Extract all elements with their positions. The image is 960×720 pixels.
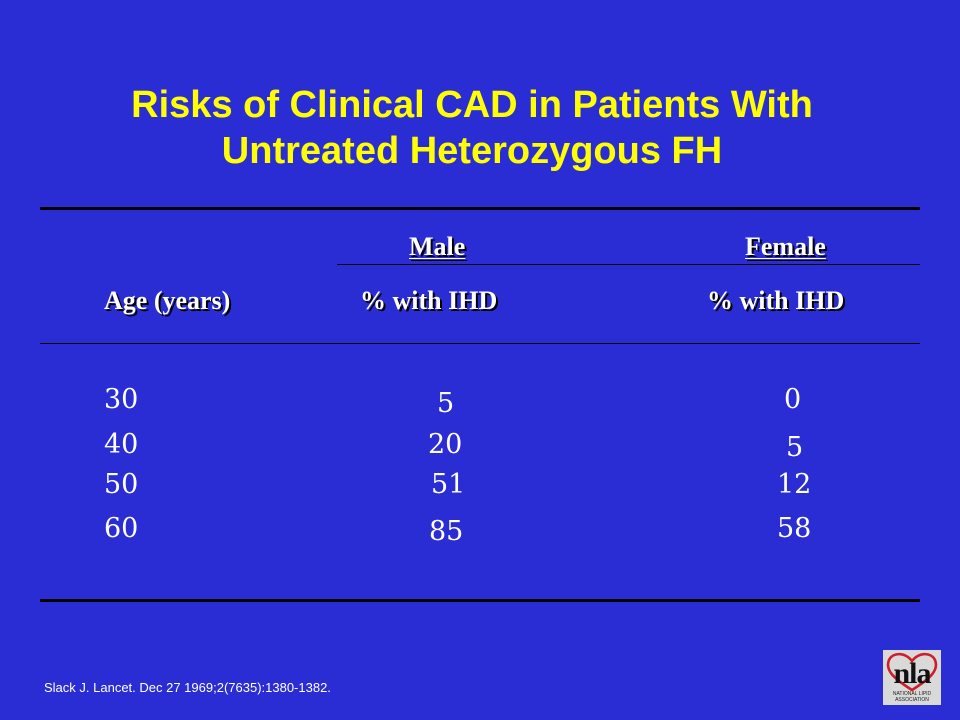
heart-icon	[886, 652, 938, 692]
age-column-header: Age (years)	[104, 286, 231, 315]
table-top-rule	[40, 207, 920, 210]
row-1-male: 5	[437, 388, 455, 419]
row-1-female: 0	[784, 384, 802, 415]
title-line-2: Untreated Heterozygous FH	[221, 130, 723, 172]
row-3-age: 50	[104, 469, 139, 500]
male-column-header: % with IHD	[360, 286, 498, 315]
logo-org-line-2: ASSOCIATION	[895, 697, 929, 703]
row-4-female: 58	[777, 513, 812, 544]
nla-logo: nla NATIONAL LIPID ASSOCIATION	[883, 650, 941, 705]
citation: Slack J. Lancet. Dec 27 1969;2(7635):138…	[44, 680, 331, 695]
logo-wordmark: nla	[893, 657, 931, 690]
title-line-1: Risks of Clinical CAD in Patients With	[131, 84, 813, 126]
row-2-male: 20	[428, 429, 463, 460]
row-2-age: 40	[104, 429, 139, 460]
row-2-female: 5	[786, 432, 804, 463]
male-group-header: Male	[409, 232, 466, 261]
female-column-header: % with IHD	[707, 286, 845, 315]
logo-org-line-1: NATIONAL LIPID	[892, 691, 932, 697]
row-3-female: 12	[777, 469, 812, 500]
row-4-age: 60	[104, 513, 139, 544]
row-1-age: 30	[104, 384, 139, 415]
table-bottom-rule	[40, 599, 920, 602]
row-3-male: 51	[431, 469, 466, 500]
header-bottom-rule	[40, 343, 920, 344]
row-4-male: 85	[429, 516, 464, 547]
group-header-rule	[337, 264, 920, 265]
female-group-header: Female	[745, 232, 826, 261]
logo-org-name: NATIONAL LIPID ASSOCIATION	[883, 691, 941, 703]
slide-title: Risks of Clinical CAD in Patients With U…	[0, 82, 944, 174]
